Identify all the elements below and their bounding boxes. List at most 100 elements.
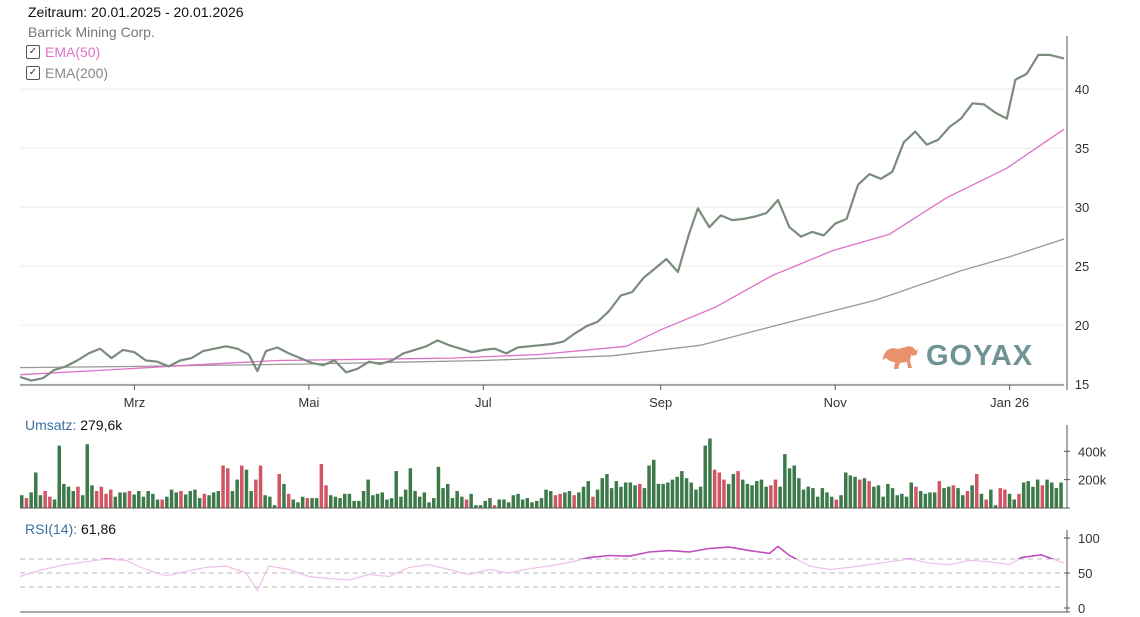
volume-bar [815, 496, 820, 508]
volume-readout: Umsatz: 279,6k [25, 417, 122, 433]
volume-bar [998, 488, 1002, 508]
volume-bar [844, 472, 848, 508]
volume-bar [642, 488, 647, 508]
volume-bar [441, 488, 445, 508]
volume-bar [24, 498, 29, 508]
volume-bar [834, 499, 839, 508]
rsi-y-tick-label: 50 [1078, 566, 1092, 581]
volume-bar [825, 492, 829, 508]
volume-bar [85, 444, 89, 508]
volume-bar [422, 492, 427, 508]
volume-bar [113, 496, 118, 508]
volume-bar [1017, 493, 1021, 508]
volume-bar [137, 491, 141, 508]
y-tick-label: 20 [1075, 318, 1089, 333]
volume-bar [319, 464, 324, 508]
volume-bar [661, 483, 665, 508]
volume-bar [71, 491, 75, 508]
volume-bar [80, 495, 85, 508]
volume-bar [118, 492, 122, 508]
legend-ema200[interactable]: ✓ EMA(200) [26, 65, 108, 81]
volume-bar [286, 493, 291, 508]
volume-bar [141, 496, 146, 508]
volume-bar [652, 459, 656, 508]
x-tick-label: Sep [649, 395, 672, 410]
volume-bar [778, 486, 782, 508]
volume-bar [516, 493, 520, 508]
volume-bar [797, 478, 801, 508]
volume-bar [333, 496, 338, 508]
volume-bar [979, 493, 984, 508]
volume-bar [34, 472, 38, 508]
volume-bar [460, 496, 464, 508]
volume-bar [900, 493, 904, 508]
x-tick-label: Nov [824, 395, 848, 410]
volume-bar [258, 465, 263, 508]
volume-bar [717, 472, 722, 508]
volume-bar [389, 498, 394, 508]
volume-bar [1026, 481, 1030, 508]
x-tick-label: Jan 26 [990, 395, 1029, 410]
volume-bar [708, 438, 712, 508]
volume-bar [399, 496, 403, 508]
volume-bar [244, 469, 249, 508]
volume-bar [347, 493, 352, 508]
volume-bar [1059, 482, 1063, 508]
volume-bar [371, 495, 375, 508]
volume-bar [829, 496, 834, 508]
volume-bar [109, 489, 113, 508]
volume-bar [263, 495, 267, 508]
volume-bar [595, 489, 600, 508]
volume-bar [712, 469, 717, 508]
volume-label: Umsatz: [25, 417, 77, 433]
volume-bar [52, 499, 57, 508]
volume-bar [1035, 479, 1040, 508]
volume-bar [29, 492, 33, 508]
volume-bar [197, 498, 202, 508]
volume-bar [886, 483, 890, 508]
volume-bar [750, 485, 754, 508]
volume-bar [314, 498, 319, 508]
volume-bar [647, 465, 651, 508]
volume-bar [352, 500, 356, 508]
volume-bar [783, 454, 787, 508]
y-tick-label: 30 [1075, 200, 1089, 215]
volume-bar [1050, 482, 1054, 508]
volume-bar [1045, 479, 1049, 508]
volume-bar [741, 479, 745, 508]
legend-ema50-label: EMA(50) [45, 44, 101, 60]
volume-bar [155, 499, 160, 508]
volume-bar [455, 491, 459, 508]
checkbox-ema200[interactable]: ✓ [26, 66, 40, 80]
volume-bar [862, 478, 867, 508]
volume-bar [380, 492, 384, 508]
volume-bar [497, 499, 501, 508]
legend-ema50[interactable]: ✓ EMA(50) [26, 44, 100, 60]
volume-bar [876, 485, 881, 508]
volume-bar [179, 491, 183, 508]
goyax-logo: GOYAX [880, 340, 1033, 373]
volume-bar [338, 498, 342, 508]
volume-bar [530, 502, 534, 508]
volume-bar [296, 502, 300, 508]
volume-bar [282, 483, 286, 508]
volume-bar [965, 491, 970, 508]
rsi-value: 61,86 [81, 521, 117, 537]
volume-bar [947, 486, 951, 508]
volume-bar [684, 478, 689, 508]
rsi-readout: RSI(14): 61,86 [25, 521, 116, 537]
volume-bar [703, 445, 707, 508]
volume-bar [623, 482, 628, 508]
volume-bar [722, 479, 726, 508]
volume-y-tick-label: 400k [1078, 444, 1107, 459]
volume-bar [492, 505, 497, 508]
checkbox-ema50[interactable]: ✓ [26, 45, 40, 59]
ema50-line [19, 128, 1065, 376]
x-tick-label: Mai [298, 395, 319, 410]
volume-bar [638, 483, 642, 508]
volume-bar [446, 483, 450, 508]
y-tick-label: 35 [1075, 141, 1089, 156]
volume-bar [169, 489, 174, 508]
volume-bar [104, 493, 108, 508]
